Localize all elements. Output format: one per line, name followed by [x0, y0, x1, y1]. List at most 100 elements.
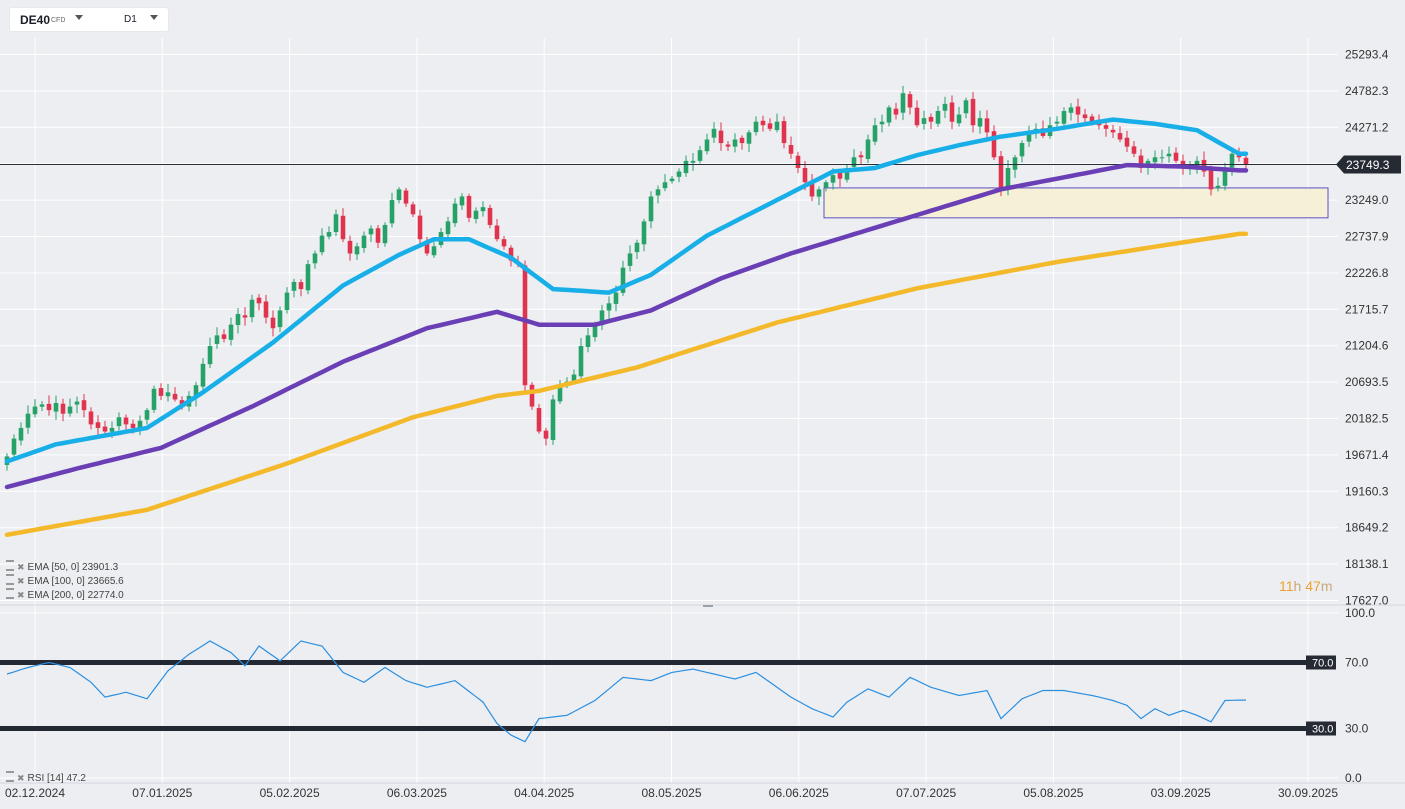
chevron-down-icon[interactable]	[75, 15, 83, 20]
candle	[368, 228, 374, 235]
candle	[88, 411, 94, 425]
candle	[711, 128, 717, 138]
candle	[102, 426, 108, 432]
candle	[312, 253, 318, 264]
price-tick-label: 21204.6	[1345, 339, 1389, 353]
candle	[1131, 146, 1137, 154]
settings-icon[interactable]	[6, 574, 14, 585]
candle	[613, 292, 619, 304]
indicator-ema50[interactable]: ✖ EMA [50, 0] 23901.3	[6, 560, 118, 573]
candle	[872, 125, 878, 142]
candle	[1138, 155, 1144, 168]
candle	[942, 103, 948, 111]
candle	[900, 93, 906, 113]
candle	[620, 267, 626, 293]
indicator-rsi[interactable]: ✖ RSI [14] 47.2	[6, 771, 86, 784]
date-tick-label: 08.05.2025	[641, 786, 701, 800]
candle	[417, 215, 423, 240]
candle	[1159, 157, 1165, 159]
candle	[424, 240, 430, 254]
chevron-down-icon[interactable]	[150, 15, 158, 20]
candle	[718, 130, 724, 144]
candle	[732, 139, 738, 147]
candle	[298, 282, 304, 290]
candle	[207, 346, 213, 365]
candle	[165, 392, 171, 397]
candle	[403, 190, 409, 204]
date-tick-label: 03.09.2025	[1151, 786, 1211, 800]
settings-icon[interactable]	[6, 560, 14, 571]
date-tick-label: 30.09.2025	[1278, 786, 1338, 800]
candle	[1117, 133, 1123, 140]
candle	[1068, 107, 1074, 113]
candle	[816, 189, 822, 197]
candle	[781, 121, 787, 144]
candle	[998, 156, 1004, 190]
ema-line-0	[4, 117, 1249, 464]
candle	[39, 404, 45, 407]
rsi-tick-label: 0.0	[1345, 771, 1362, 785]
rsi-tick-label: 30.0	[1345, 722, 1369, 736]
candle	[949, 102, 955, 122]
candle	[11, 438, 17, 455]
candle	[585, 335, 591, 347]
candle	[697, 150, 703, 161]
candle	[886, 107, 892, 123]
date-tick-label: 07.01.2025	[132, 786, 192, 800]
candle	[1019, 143, 1025, 157]
candle	[466, 196, 472, 218]
candle	[676, 171, 682, 177]
candle	[347, 240, 353, 254]
candle	[683, 160, 689, 174]
settings-icon[interactable]	[6, 588, 14, 599]
close-icon[interactable]: ✖	[17, 562, 25, 572]
candle	[1229, 153, 1235, 168]
close-icon[interactable]: ✖	[17, 576, 25, 586]
settings-icon[interactable]	[6, 771, 14, 782]
candle	[270, 317, 276, 329]
candle	[865, 139, 871, 159]
candle	[1236, 155, 1242, 158]
candle	[263, 301, 269, 318]
candle	[151, 388, 157, 410]
candle	[823, 182, 829, 188]
symbol-selector[interactable]: DE40 CFD D1	[10, 8, 168, 31]
candle	[739, 137, 745, 144]
candle	[627, 253, 633, 266]
indicator-ema200[interactable]: ✖ EMA [200, 0] 22774.0	[6, 588, 124, 601]
candle	[130, 423, 136, 428]
candle	[25, 413, 31, 428]
candle	[1012, 157, 1018, 170]
candle	[242, 315, 248, 318]
close-icon[interactable]: ✖	[17, 773, 25, 783]
candle	[1054, 121, 1060, 124]
candle	[60, 403, 66, 414]
candle	[74, 401, 80, 405]
candle	[305, 264, 311, 291]
candle	[53, 403, 59, 412]
rsi-level-tag	[1306, 721, 1336, 736]
candle	[648, 196, 654, 222]
candle	[95, 422, 101, 428]
candle	[193, 385, 199, 399]
close-icon[interactable]: ✖	[17, 590, 25, 600]
candle	[760, 120, 766, 126]
instrument-type: CFD	[51, 17, 66, 24]
candle	[480, 207, 486, 212]
candle	[235, 313, 241, 326]
candle	[550, 399, 556, 440]
price-tick-label: 22737.9	[1345, 230, 1389, 244]
candle	[172, 393, 178, 400]
date-tick-label: 07.07.2025	[896, 786, 956, 800]
price-tick-label: 18649.2	[1345, 521, 1389, 535]
candle	[599, 310, 605, 326]
candle	[46, 403, 52, 411]
candle	[795, 155, 801, 168]
candle	[361, 235, 367, 248]
indicator-ema100[interactable]: ✖ EMA [100, 0] 23665.6	[6, 574, 124, 587]
candle	[1124, 137, 1130, 147]
candle	[1215, 185, 1221, 189]
candle	[354, 246, 360, 255]
candle	[144, 410, 150, 420]
